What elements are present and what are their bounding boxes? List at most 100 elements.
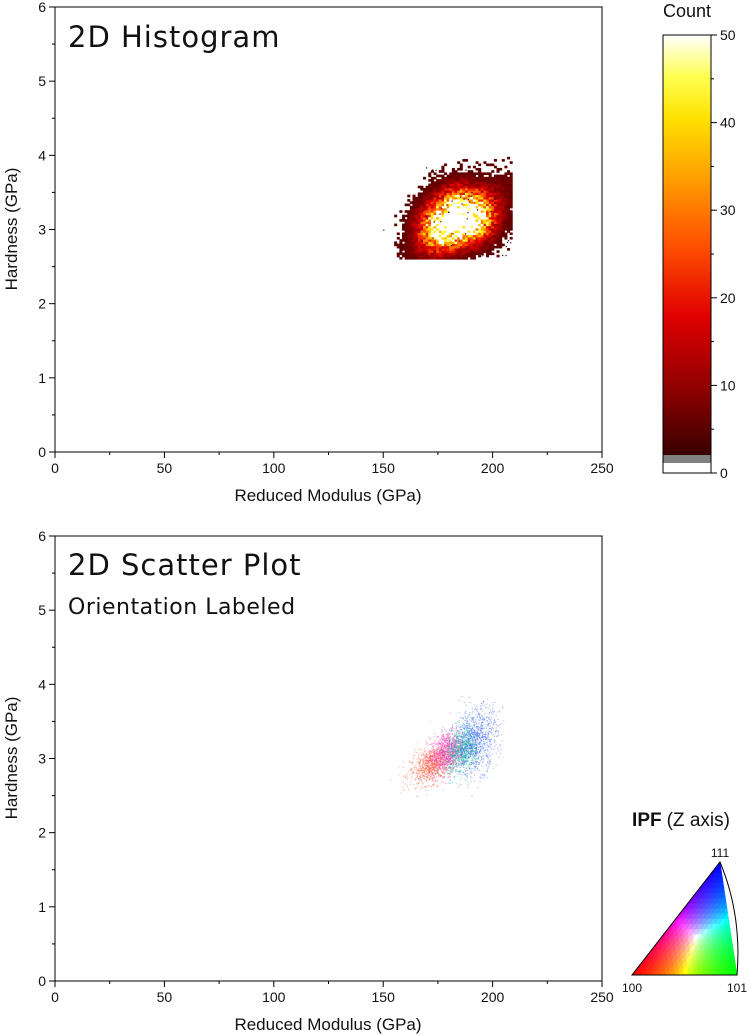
histogram-bin	[438, 179, 442, 182]
histogram-bin	[509, 190, 513, 193]
scatter-point	[465, 758, 467, 760]
scatter-point	[428, 771, 430, 773]
histogram-bin	[480, 174, 484, 178]
histogram-bin	[486, 181, 490, 184]
scatter-point	[452, 767, 454, 769]
scatter-point	[419, 762, 421, 764]
histogram-bin	[507, 183, 511, 187]
scatter-point	[416, 752, 418, 754]
histogram-bin	[404, 203, 408, 207]
scatter-point	[460, 717, 462, 719]
scatter-point	[462, 717, 464, 719]
colorbar-tick-label: 40	[720, 115, 736, 131]
histogram-bin	[412, 203, 416, 207]
scatter-point	[476, 753, 478, 755]
scatter-point	[432, 785, 435, 787]
scatter-point	[454, 751, 456, 753]
histogram-bin	[496, 219, 500, 222]
scatter-point	[458, 743, 460, 745]
scatter-point	[453, 753, 455, 755]
scatter-point	[456, 731, 458, 733]
scatter-point	[433, 749, 435, 751]
histogram-bin	[509, 225, 513, 229]
scatter-point	[443, 772, 445, 775]
scatter-point	[438, 738, 440, 740]
histogram-bin	[433, 250, 437, 253]
histogram-bin	[467, 254, 471, 258]
scatter-point	[444, 757, 446, 759]
histogram-bin	[415, 243, 419, 247]
scatter-point	[463, 750, 465, 752]
scatter-point	[471, 718, 474, 720]
histogram-bin	[462, 196, 466, 200]
histogram-bin	[428, 223, 432, 227]
scatter-point	[432, 761, 434, 764]
scatter-point	[452, 752, 454, 754]
histogram-bin	[430, 228, 434, 231]
scatter-point	[475, 723, 477, 725]
scatter-point	[491, 707, 494, 709]
scatter-point	[454, 755, 456, 757]
histogram-bin	[480, 252, 484, 256]
scatter-point	[467, 751, 470, 753]
scatter-point	[428, 771, 430, 773]
histogram-bin	[446, 212, 450, 216]
histogram-bin	[462, 159, 466, 162]
histogram-bin	[507, 199, 511, 202]
histogram-bin	[436, 256, 440, 260]
scatter-point	[456, 754, 458, 756]
histogram-bin	[483, 201, 487, 204]
scatter-point	[437, 753, 439, 756]
scatter-point	[413, 755, 416, 757]
scatter-point	[427, 766, 429, 768]
histogram-bin	[478, 199, 482, 202]
scatter-point	[439, 763, 441, 766]
scatter-point	[454, 752, 457, 754]
scatter-point	[419, 775, 421, 777]
scatter-point	[486, 703, 488, 705]
scatter-point	[453, 749, 455, 751]
scatter-point	[460, 784, 462, 786]
scatter-point	[456, 747, 459, 749]
scatter-point	[435, 753, 437, 756]
scatter-point	[474, 722, 476, 724]
scatter-point	[455, 755, 457, 757]
scatter-point	[477, 758, 479, 760]
histogram-bin	[472, 250, 476, 253]
histogram-bin	[430, 183, 434, 187]
scatter-point	[429, 759, 431, 761]
scatter-point	[455, 782, 457, 784]
scatter-point	[443, 781, 445, 783]
scatter-point	[442, 753, 444, 755]
scatter-point	[432, 769, 434, 771]
scatter-point	[430, 770, 432, 772]
scatter-point	[462, 758, 464, 760]
scatter-point	[431, 748, 433, 750]
scatter-point	[482, 700, 484, 702]
scatter-point	[418, 777, 421, 779]
scatter-point	[456, 751, 458, 753]
histogram-bin	[404, 241, 408, 244]
scatter-point	[483, 750, 485, 752]
histogram-bin	[493, 245, 497, 249]
histogram-bin	[407, 216, 411, 220]
scatter-point	[493, 741, 495, 743]
scatter-point	[443, 755, 445, 758]
histogram-bin	[412, 199, 416, 202]
scatter-point	[428, 764, 430, 766]
histogram-bin	[449, 203, 453, 207]
histogram-bin	[486, 210, 490, 213]
scatter-point	[431, 773, 433, 775]
scatter-point	[491, 753, 493, 755]
scatter-point	[475, 741, 477, 743]
scatter-point	[463, 744, 465, 746]
scatter-point	[420, 779, 422, 781]
scatter-point	[468, 747, 470, 749]
histogram-bin	[493, 214, 497, 218]
scatter-point	[436, 755, 439, 757]
scatter-point	[443, 758, 445, 760]
scatter-point	[471, 730, 473, 732]
histogram-bin	[472, 228, 476, 231]
scatter-point	[426, 765, 429, 767]
histogram-bin	[396, 254, 400, 258]
